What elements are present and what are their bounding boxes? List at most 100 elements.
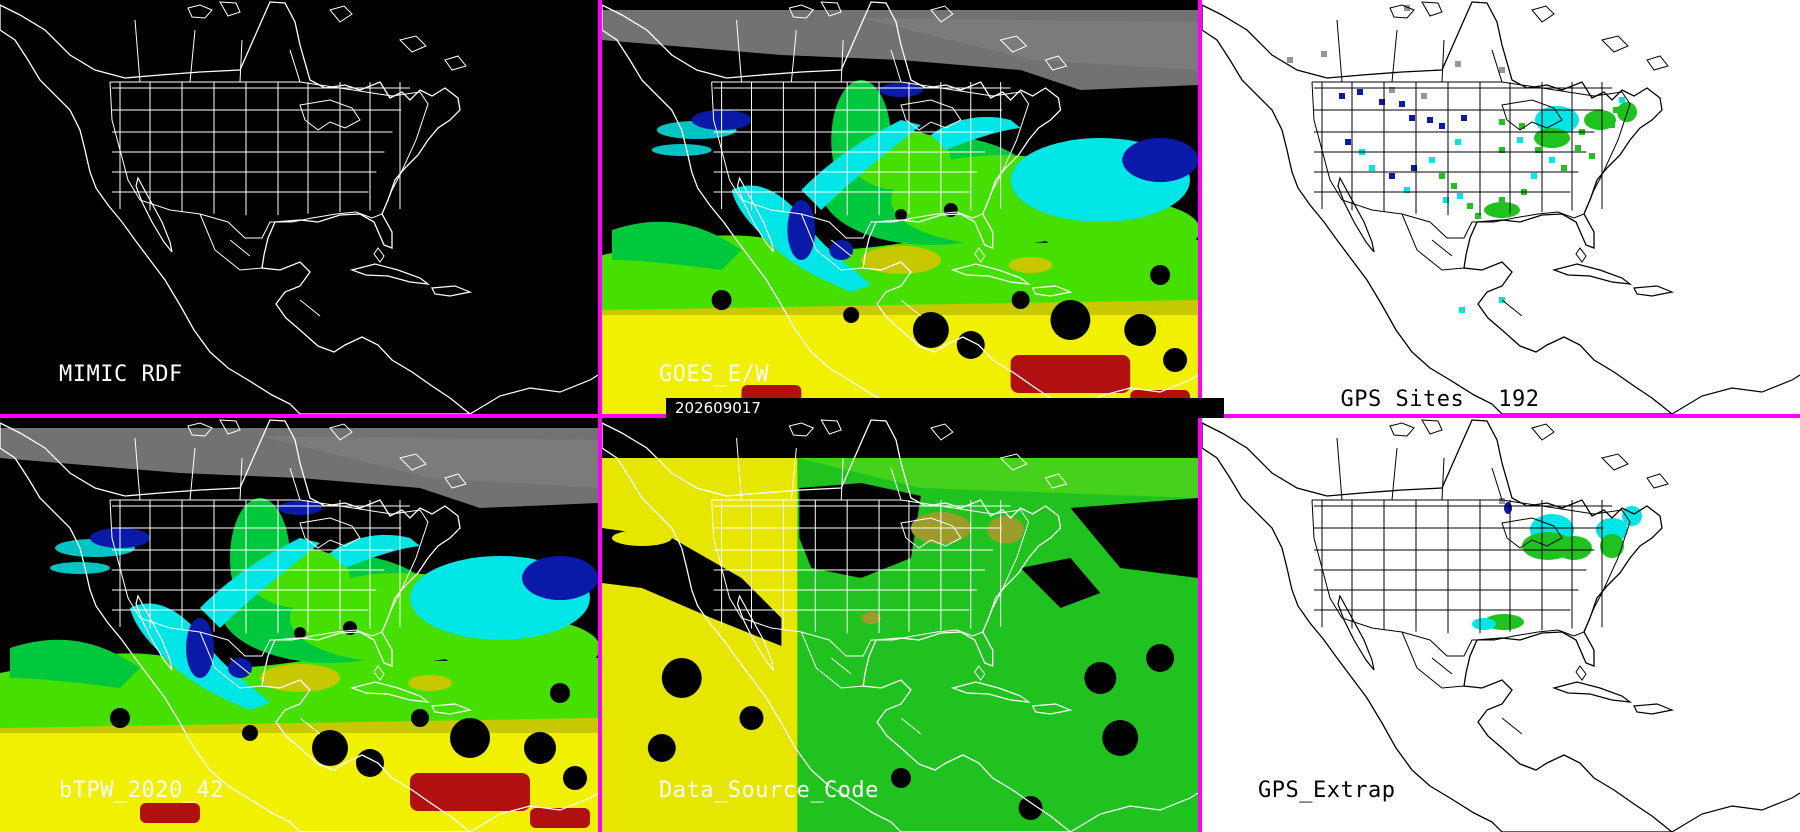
moisture-blob xyxy=(522,556,598,600)
hispaniola-outline xyxy=(1031,703,1073,715)
source-olive-patch xyxy=(861,612,882,624)
gps-site-marker xyxy=(1369,165,1375,171)
map-outline xyxy=(0,1,598,414)
source-yellow-streak xyxy=(611,466,712,490)
island-outline xyxy=(219,1,241,17)
island-outline xyxy=(930,5,954,23)
border-line xyxy=(1441,457,1445,501)
tpw-grey-dark xyxy=(861,18,1198,70)
tpw-cyan-north xyxy=(930,116,1021,150)
border-line xyxy=(736,437,743,501)
island-outline xyxy=(1531,5,1555,23)
no-data-speck xyxy=(563,766,587,790)
mimic-rdf-panel: MIMIC RDF xyxy=(0,0,598,414)
gps-site-marker xyxy=(1404,187,1410,193)
moisture-blob xyxy=(260,664,340,692)
goes-ew-map xyxy=(602,1,1198,414)
tpw-green-west xyxy=(611,221,742,270)
hispaniola-outline xyxy=(1633,285,1675,297)
gps-site-marker xyxy=(1411,165,1417,171)
island-outline xyxy=(1421,1,1443,17)
panel-label-data-source-code: Data_Source_Code xyxy=(659,778,879,803)
map-outline xyxy=(1202,419,1800,832)
no-data-speck xyxy=(739,706,764,730)
island-outline xyxy=(1601,453,1629,471)
data-source-code-map xyxy=(602,419,1198,832)
gps-cluster xyxy=(1584,110,1616,130)
extrap-patch xyxy=(1504,502,1512,514)
gps-site-marker xyxy=(1455,139,1461,145)
border-line xyxy=(109,81,429,239)
south-america-outline xyxy=(469,374,598,414)
gps-extrap-panel: GPS_Extrap xyxy=(1202,418,1800,832)
btpw-panel: bTPW_2020_42 xyxy=(0,418,598,832)
border-line xyxy=(890,49,902,83)
goes-ew-panel: GOES_E/W xyxy=(602,0,1198,414)
panel-label-mimic-rdf: MIMIC RDF xyxy=(59,362,183,387)
border-line xyxy=(134,19,141,83)
gps-sites-map xyxy=(1202,1,1800,414)
source-no-data xyxy=(1020,558,1101,608)
no-data-speck xyxy=(550,683,570,703)
island-outline xyxy=(1421,419,1443,435)
source-code-field xyxy=(602,458,1198,832)
island-outline xyxy=(187,4,213,19)
border-line xyxy=(800,213,864,271)
moisture-blob xyxy=(228,658,252,678)
great-lakes-outline xyxy=(1501,99,1563,131)
extrap-marker xyxy=(1499,498,1505,504)
gps-site-marker xyxy=(1499,119,1505,125)
moisture-blob xyxy=(787,200,816,260)
border-line xyxy=(890,467,902,501)
border-line xyxy=(299,717,321,735)
tpw-red-patch xyxy=(530,808,590,828)
south-america-outline xyxy=(1070,792,1198,832)
map-outline xyxy=(1202,1,1800,414)
island-outline xyxy=(1601,35,1629,53)
timestamp-label: 202609017 xyxy=(666,398,1224,418)
gps-site-marker xyxy=(1613,107,1619,113)
gps-site-marker xyxy=(1535,147,1541,153)
island-outline xyxy=(329,5,353,23)
source-yellow-zone xyxy=(602,458,802,832)
cuba-outline xyxy=(950,263,1031,285)
border-line xyxy=(800,631,864,689)
island-outline xyxy=(187,422,213,437)
gps-site-marker xyxy=(1339,93,1345,99)
no-data-speck xyxy=(1150,265,1171,285)
island-outline xyxy=(1389,422,1415,437)
border-line xyxy=(1441,39,1445,83)
island-outline xyxy=(329,423,353,441)
tpw-red-patch xyxy=(1010,355,1131,393)
no-data-speck xyxy=(661,658,702,698)
moisture-blob xyxy=(651,144,712,156)
great-lakes-outline xyxy=(1501,517,1563,549)
border-line xyxy=(289,49,301,83)
no-data-speck xyxy=(1084,662,1117,694)
border-line xyxy=(830,657,852,675)
no-data-speck xyxy=(356,749,384,777)
no-data-speck xyxy=(524,732,556,764)
border-line xyxy=(790,447,797,501)
hispaniola-outline xyxy=(1633,703,1675,715)
border-line xyxy=(134,437,141,501)
great-lakes-outline xyxy=(900,517,962,549)
border-line xyxy=(1391,29,1398,83)
no-data-speck xyxy=(843,307,860,323)
no-data-speck xyxy=(912,312,949,348)
gps-site-marker xyxy=(1475,213,1481,219)
border-line xyxy=(790,29,797,83)
great-lakes-outline xyxy=(900,99,962,131)
no-data-speck xyxy=(411,709,429,727)
gps-extrap-patches xyxy=(1472,498,1642,630)
island-outline xyxy=(788,4,815,19)
no-data-speck xyxy=(1050,300,1091,340)
gps-site-marker xyxy=(1499,197,1505,203)
island-outline xyxy=(820,419,842,435)
border-line xyxy=(840,39,844,83)
gps-site-marker xyxy=(1404,5,1410,11)
south-america-outline xyxy=(1671,792,1800,832)
border-line xyxy=(711,81,1030,239)
no-data-speck xyxy=(647,734,676,762)
no-data-speck xyxy=(242,725,258,741)
